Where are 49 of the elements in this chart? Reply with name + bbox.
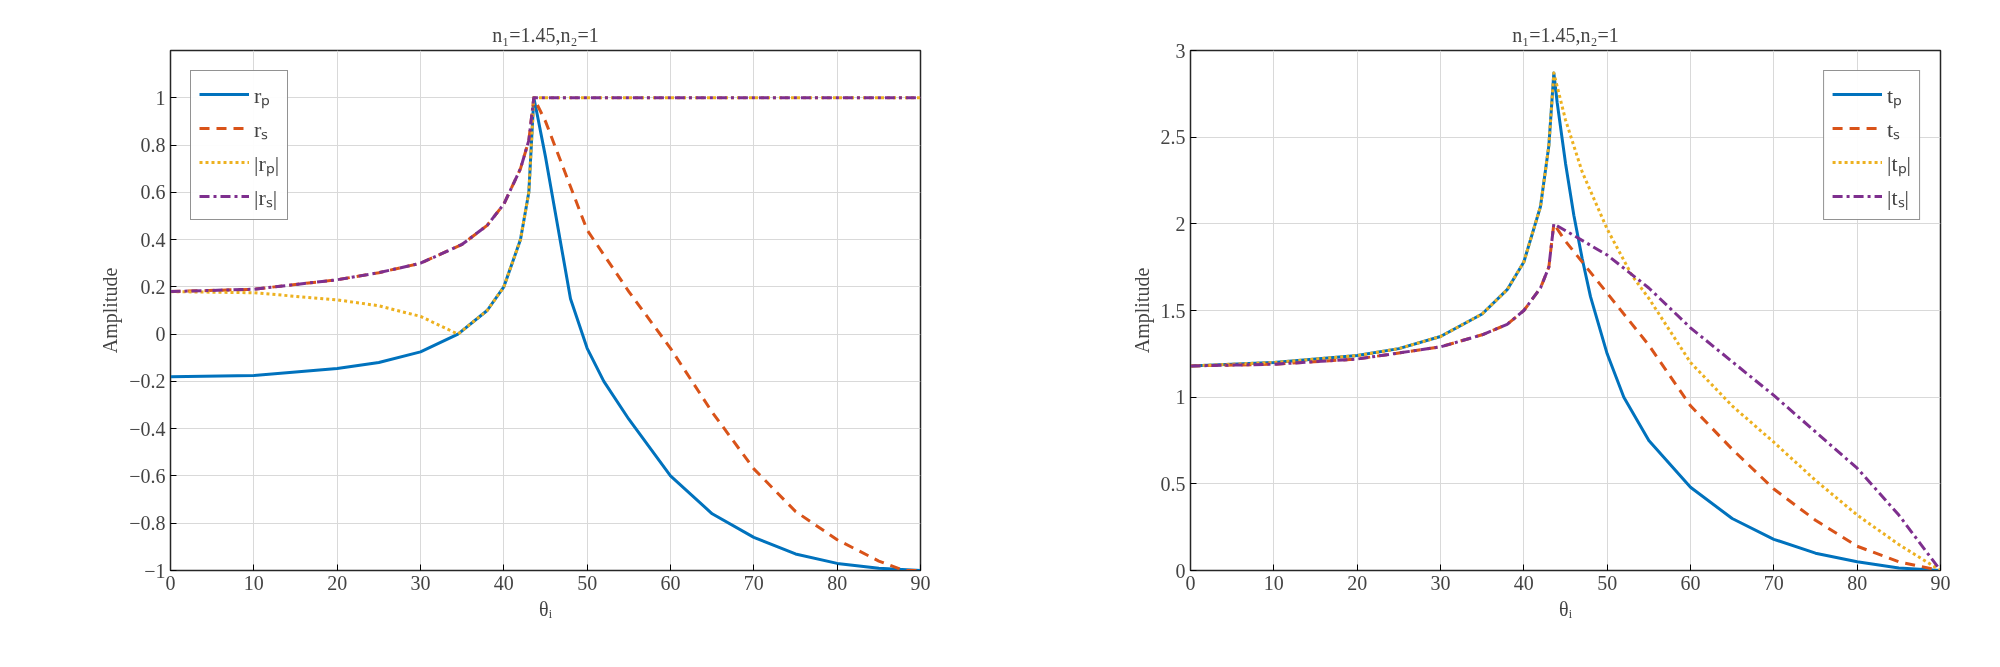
y-tick-label: 1 <box>155 86 166 109</box>
x-tick-label: 80 <box>1847 571 1868 594</box>
legend-label: rₛ <box>254 116 270 143</box>
x-tick-label: 50 <box>577 571 598 594</box>
legend-label: |tₛ| <box>1887 184 1909 211</box>
y-tick-label: −0.6 <box>129 464 166 487</box>
x-tick-label: 10 <box>1263 571 1284 594</box>
legend-label: |rₛ| <box>254 184 278 211</box>
y-tick-label: 3 <box>1175 39 1186 62</box>
x-tick-label: 40 <box>1513 571 1534 594</box>
x-tick-label: 50 <box>1597 571 1618 594</box>
y-tick-label: 0.6 <box>140 181 166 204</box>
y-tick-label: 1.5 <box>1160 299 1186 322</box>
y-tick-label: −1 <box>144 559 166 582</box>
x-axis-title: θᵢ <box>539 597 553 620</box>
x-tick-label: 20 <box>1347 571 1368 594</box>
y-tick-label: 0.8 <box>140 134 166 157</box>
x-tick-label: 30 <box>410 571 431 594</box>
y-tick-label: −0.4 <box>129 417 166 440</box>
x-tick-label: 10 <box>243 571 264 594</box>
y-tick-label: 1 <box>1175 386 1186 409</box>
legend-label: rₚ <box>254 82 272 109</box>
x-tick-label: 90 <box>910 571 931 594</box>
y-tick-label: −0.8 <box>129 512 166 535</box>
x-tick-label: 80 <box>827 571 848 594</box>
chart-title: n₁=1.45,n₂=1 <box>492 23 599 46</box>
y-axis-title: Amplitude <box>1130 267 1154 354</box>
y-tick-label: 2.5 <box>1160 126 1186 149</box>
x-tick-label: 70 <box>1763 571 1784 594</box>
y-axis-title: Amplitude <box>99 267 123 354</box>
x-tick-label: 40 <box>493 571 514 594</box>
x-tick-label: 60 <box>1680 571 1701 594</box>
legend-label: |tₚ| <box>1887 150 1911 177</box>
x-tick-label: 60 <box>660 571 681 594</box>
y-tick-label: 0.5 <box>1160 472 1186 495</box>
chart-title: n₁=1.45,n₂=1 <box>1512 23 1619 46</box>
y-tick-label: 0.4 <box>140 228 166 251</box>
x-tick-label: 90 <box>1930 571 1951 594</box>
legend-label: tₛ <box>1887 116 1902 143</box>
y-tick-label: −0.2 <box>129 370 166 393</box>
legend-label: tₚ <box>1887 82 1904 109</box>
legend-label: |rₚ| <box>254 150 280 177</box>
x-tick-label: 30 <box>1430 571 1451 594</box>
y-tick-label: 2 <box>1175 212 1186 235</box>
x-tick-label: 70 <box>743 571 764 594</box>
y-tick-label: 0 <box>155 323 166 346</box>
x-tick-label: 20 <box>327 571 348 594</box>
x-axis-title: θᵢ <box>1559 597 1573 620</box>
y-tick-label: 0.2 <box>140 275 166 298</box>
